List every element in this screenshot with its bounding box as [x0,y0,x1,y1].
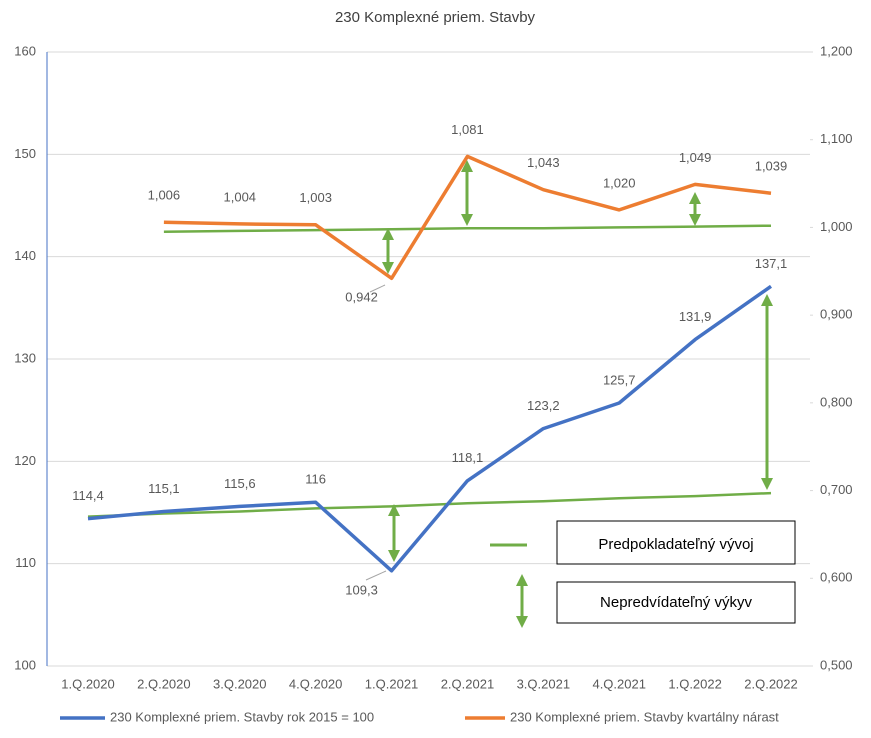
data-label: 1,020 [603,175,636,190]
plot [87,154,773,573]
y2-tick-label: 0,900 [820,307,853,322]
trend-line [87,491,772,518]
legend-box [556,520,796,565]
deviation-legend-text: Nepredvídateľný výkyv [600,594,752,611]
y2-tick-label: 0,500 [820,657,853,672]
deviation-arrows [382,160,773,562]
data-label: 123,2 [527,398,560,413]
grid [47,51,813,667]
leader-line [369,284,386,293]
data-label: 1,039 [755,159,788,174]
x-tick-label: 4.Q.2021 [592,676,646,691]
legend-box [556,581,796,624]
x-tick-label: 2.Q.2022 [744,676,798,691]
leader-line [365,570,387,581]
y-tick-label: 100 [14,657,36,672]
data-label: 1,081 [451,122,484,137]
y-tick-label: 160 [14,43,36,58]
y2-tick-label: 0,600 [820,570,853,585]
x-tick-label: 1.Q.2020 [61,676,115,691]
series-line [87,284,773,573]
data-label: 109,3 [345,582,378,597]
y-tick-label: 150 [14,146,36,161]
data-label: 137,1 [755,256,788,271]
data-label: 115,1 [148,481,180,496]
data-label: 114,4 [72,488,104,503]
data-label: 118,1 [452,450,484,465]
data-label: 131,9 [679,309,712,324]
y-tick-label: 110 [15,555,36,570]
data-label: 1,006 [148,188,181,203]
x-tick-label: 1.Q.2022 [668,676,722,691]
trend-legend-text: Predpokladateľný vývoj [598,536,753,553]
chart-title: 230 Komplexné priem. Stavby [335,9,536,26]
data-label: 116 [305,472,326,487]
trend-line [163,224,772,234]
x-tick-label: 2.Q.2020 [137,676,191,691]
data-label: 1,049 [679,150,712,165]
legend-label: 230 Komplexné priem. Stavby rok 2015 = 1… [110,709,374,724]
data-label: 1,003 [299,190,332,205]
data-label: 1,043 [527,155,560,170]
y2-tick-label: 1,100 [820,131,853,146]
y2-tick-label: 0,700 [820,482,853,497]
y2-tick-label: 0,800 [820,394,853,409]
x-tick-label: 4.Q.2020 [289,676,343,691]
y2-tick-label: 1,200 [820,43,853,58]
y-tick-label: 120 [14,453,36,468]
x-tick-label: 3.Q.2020 [213,676,267,691]
x-tick-label: 2.Q.2021 [441,676,495,691]
data-label: 0,942 [345,290,378,305]
x-tick-label: 3.Q.2021 [517,676,571,691]
legend-label: 230 Komplexné priem. Stavby kvartálny ná… [510,709,779,724]
data-label: 125,7 [603,372,636,387]
x-tick-label: 1.Q.2021 [365,676,419,691]
data-label: 115,6 [224,476,256,491]
y-tick-label: 140 [14,248,36,263]
data-label: 1,004 [224,189,257,204]
y-tick-label: 130 [14,350,36,365]
series-line [163,154,772,281]
y2-tick-label: 1,000 [820,219,853,234]
